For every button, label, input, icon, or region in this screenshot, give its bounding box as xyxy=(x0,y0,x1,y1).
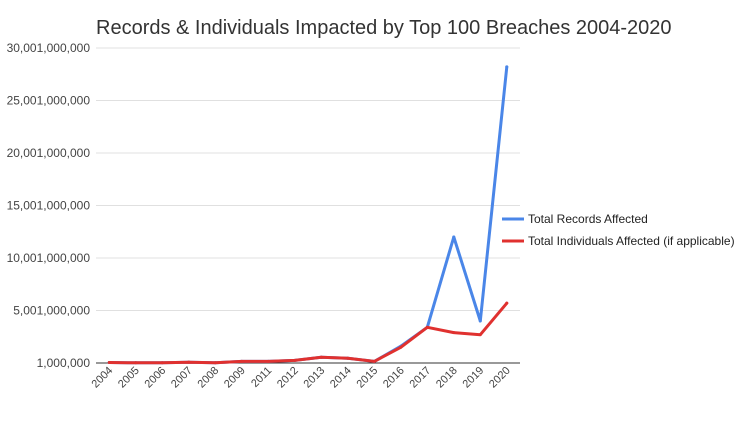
y-tick-label: 10,001,000,000 xyxy=(7,251,91,265)
legend-label: Total Records Affected xyxy=(528,212,648,226)
x-tick-label: 2009 xyxy=(222,365,248,391)
data-point xyxy=(240,359,244,363)
series-lines xyxy=(107,65,509,365)
data-point xyxy=(452,331,456,335)
legend-label: Total Individuals Affected (if applicabl… xyxy=(528,234,735,248)
y-tick-label: 5,001,000,000 xyxy=(13,304,90,318)
data-point xyxy=(399,345,403,349)
y-tick-label: 25,001,000,000 xyxy=(7,94,91,108)
data-point xyxy=(478,333,482,337)
data-point xyxy=(134,361,138,365)
data-point xyxy=(319,355,323,359)
data-point xyxy=(213,361,217,365)
data-point xyxy=(266,359,270,363)
data-point xyxy=(452,235,456,239)
chart-title: Records & Individuals Impacted by Top 10… xyxy=(96,17,672,39)
x-axis-tick-labels: 2004 2005 2006 2007 2008 2009 2011 2012 2013 2014… xyxy=(90,365,513,391)
x-tick-label: 2012 xyxy=(275,365,301,391)
legend: Total Records Affected Total Individuals … xyxy=(502,212,735,248)
y-axis-tick-labels: 1,000,000 5,001,000,000 10,001,000,000 15,0… xyxy=(7,41,91,370)
data-point xyxy=(107,360,111,364)
data-point xyxy=(505,301,509,305)
x-tick-label: 2014 xyxy=(328,365,354,391)
x-tick-label: 2020 xyxy=(487,365,513,391)
data-point xyxy=(187,360,191,364)
y-tick-label: 20,001,000,000 xyxy=(7,146,91,160)
data-point xyxy=(346,356,350,360)
data-point xyxy=(505,65,509,69)
x-tick-label: 2017 xyxy=(408,365,434,391)
series-line-0 xyxy=(107,65,509,365)
data-point xyxy=(372,359,376,363)
data-point xyxy=(425,325,429,329)
x-tick-label: 2008 xyxy=(196,365,222,391)
x-tick-label: 2013 xyxy=(302,365,328,391)
data-point xyxy=(478,319,482,323)
x-tick-label: 2006 xyxy=(143,365,169,391)
y-tick-label: 30,001,000,000 xyxy=(7,41,91,55)
y-tick-label: 1,000,000 xyxy=(37,356,91,370)
x-tick-label: 2015 xyxy=(355,365,381,391)
data-point xyxy=(160,361,164,365)
x-tick-label: 2005 xyxy=(116,365,142,391)
y-tick-label: 15,001,000,000 xyxy=(7,199,91,213)
x-tick-label: 2011 xyxy=(249,365,274,390)
data-point xyxy=(293,358,297,362)
x-tick-label: 2007 xyxy=(169,365,195,391)
series-line-1 xyxy=(107,301,509,365)
gridlines xyxy=(96,47,520,311)
x-tick-label: 2004 xyxy=(90,365,116,391)
x-tick-label: 2016 xyxy=(381,365,407,391)
x-tick-label: 2018 xyxy=(434,365,460,391)
x-tick-label: 2019 xyxy=(461,365,487,391)
